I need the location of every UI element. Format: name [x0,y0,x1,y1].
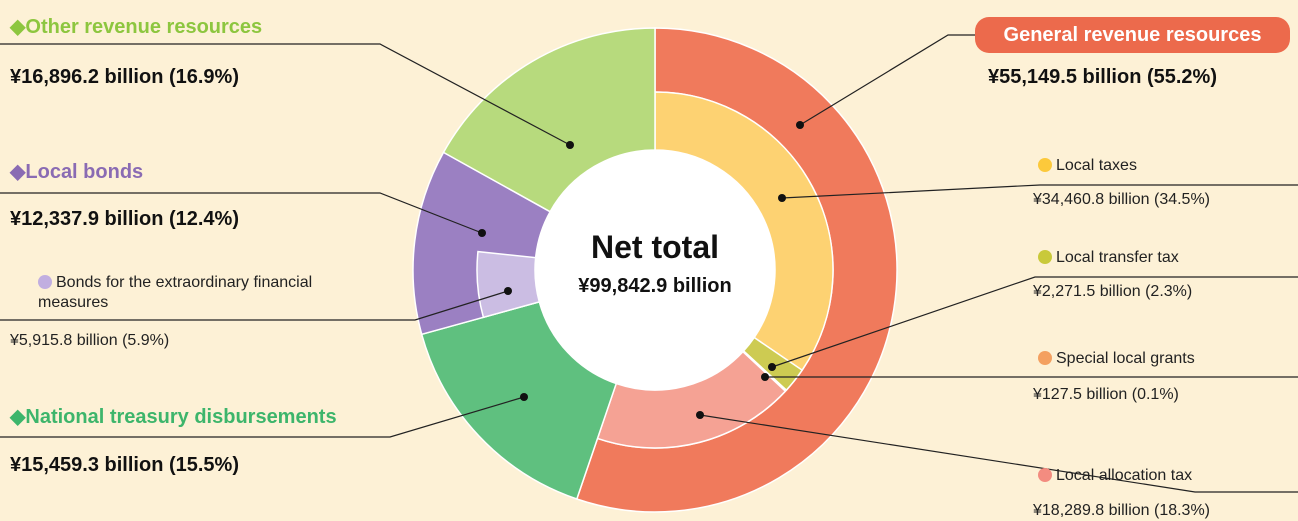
child-name-text: Local taxes [1056,157,1137,174]
segment-name: ◆Local bonds [10,161,144,183]
leader-line [699,414,1298,493]
child-value: ¥5,915.8 billion (5.9%) [10,332,170,349]
segment-value: ¥12,337.9 billion (12.4%) [10,208,239,230]
legend-dot [1038,351,1052,365]
segment-name: General revenue resources [975,17,1290,53]
center-total: ¥99,842.9 billion [578,275,731,297]
segment-name: ◆Other revenue resources [10,16,263,38]
center-title: Net total [591,229,719,265]
legend-dot [1038,468,1052,482]
leader-line [0,290,509,321]
leader-line [0,43,571,146]
legend-dot [1038,250,1052,264]
child-name: Local transfer tax [1038,250,1179,266]
child-value: ¥2,271.5 billion (2.3%) [1033,283,1193,300]
child-name: Local allocation tax [1038,468,1192,484]
center-hole [535,150,775,390]
leader-line [799,34,975,126]
leader-lines [0,34,1298,493]
child-value: ¥34,460.8 billion (34.5%) [1033,191,1211,208]
child-value: ¥127.5 billion (0.1%) [1033,386,1179,403]
leader-line [0,396,525,438]
child-name: Local taxes [1038,158,1137,174]
child-name-text: Bonds for the extraordinary financial me… [38,274,313,311]
child-name: Bonds for the extraordinary financial me… [38,273,368,313]
child-name-text: Special local grants [1056,350,1195,367]
donut [412,27,898,513]
child-name-text: Local transfer tax [1056,249,1179,266]
child-name: Special local grants [1038,351,1195,367]
child-name-text: Local allocation tax [1056,467,1193,484]
leader-line [0,192,483,234]
legend-dot [1038,158,1052,172]
segment-value: ¥16,896.2 billion (16.9%) [10,66,239,88]
legend-dot [38,275,52,289]
child-value: ¥18,289.8 billion (18.3%) [1033,502,1211,519]
segment-name: ◆National treasury disbursements [10,406,337,428]
leader-dots [478,121,804,419]
segment-value: ¥55,149.5 billion (55.2%) [988,66,1217,88]
leader-line [771,276,1298,368]
leader-line [781,184,1298,199]
segment-value: ¥15,459.3 billion (15.5%) [10,454,239,476]
